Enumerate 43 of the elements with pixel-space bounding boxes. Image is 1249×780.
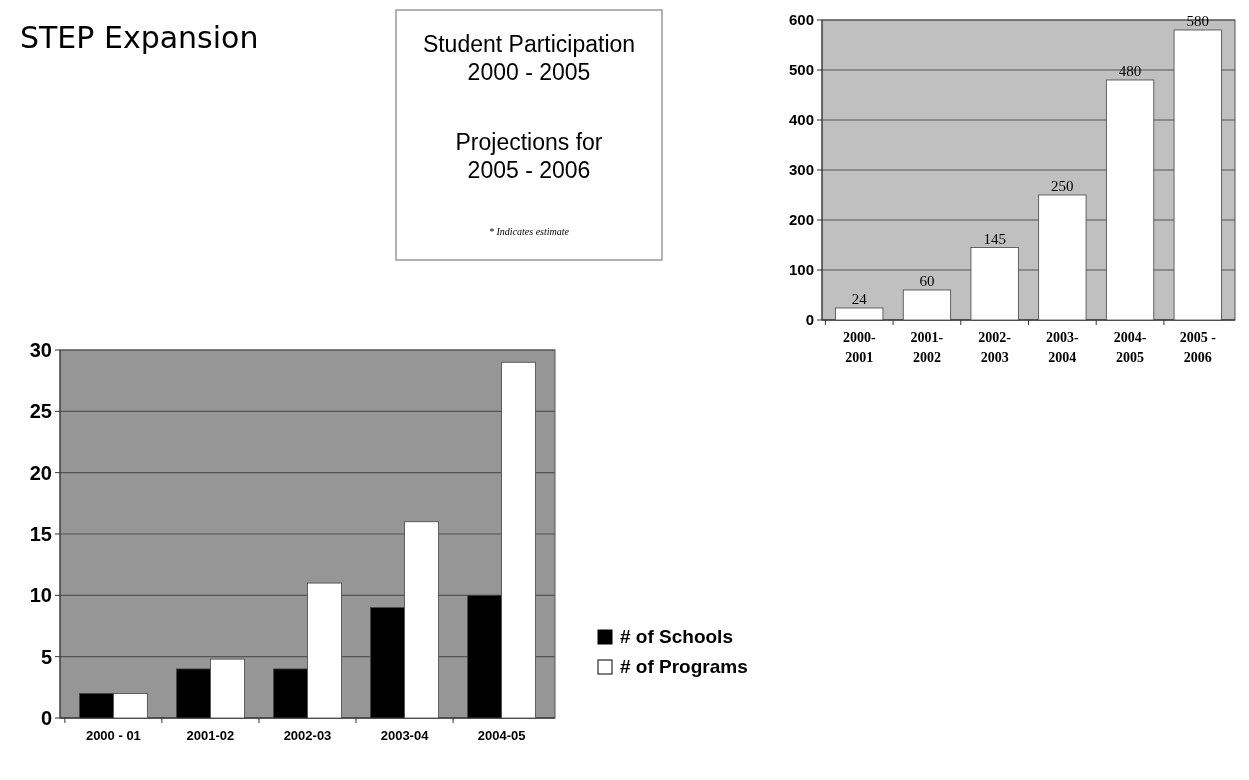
x-tick-label: 2001-02	[186, 728, 235, 743]
y-tick-label: 0	[40, 707, 52, 729]
data-label: 145	[983, 230, 1006, 247]
x-tick-label: 2003-04	[380, 728, 430, 743]
text: * Indicates estimate	[489, 226, 570, 237]
y-tick-label: 500	[788, 61, 814, 79]
x-tick-label: 2002-03	[283, 728, 332, 743]
x-tick-label: 2001-2002	[910, 330, 944, 365]
y-tick-label: 400	[788, 111, 814, 129]
data-label: 250	[1051, 178, 1074, 194]
x-tick-label: 2000-2001	[842, 330, 876, 365]
y-tick-label: 15	[29, 523, 52, 545]
bar	[1038, 194, 1087, 321]
y-tick-label: 200	[788, 211, 814, 229]
y-tick-label: 20	[29, 461, 52, 484]
text: Student Participation 2000 - 2005	[422, 31, 636, 85]
text: Projections for 2005 - 2006	[455, 129, 603, 183]
y-tick-label: 30	[29, 339, 52, 361]
data-label: 60	[919, 273, 935, 289]
x-tick-label: 2004-2005	[1113, 330, 1147, 365]
text: STEP Expansion	[20, 20, 259, 55]
x-tick-label: 2004-05	[477, 728, 526, 743]
bar	[902, 289, 952, 321]
x-tick-label: 2003-2004	[1046, 330, 1080, 365]
y-tick-label: 0	[805, 311, 814, 329]
y-tick-label: 10	[29, 584, 52, 607]
data-label: 480	[1118, 63, 1142, 79]
y-tick-label: 600	[788, 11, 814, 29]
y-tick-label: 100	[788, 261, 814, 279]
y-tick-label: 5	[40, 645, 52, 668]
x-tick-label: 2000 - 01	[85, 728, 141, 743]
x-tick-label: 2005 - 2006	[1179, 330, 1217, 365]
bar	[835, 307, 884, 321]
bar	[970, 247, 1019, 321]
bar	[1173, 29, 1222, 321]
legend-label: # of Schools	[620, 626, 733, 647]
bar	[1105, 79, 1155, 321]
data-label: 580	[1186, 13, 1210, 29]
data-label: 24	[851, 291, 868, 307]
x-tick-label: 2002-2003	[978, 330, 1012, 365]
y-tick-label: 25	[29, 400, 52, 423]
y-tick-label: 300	[788, 161, 814, 179]
legend-label: # of Programs	[620, 656, 748, 677]
